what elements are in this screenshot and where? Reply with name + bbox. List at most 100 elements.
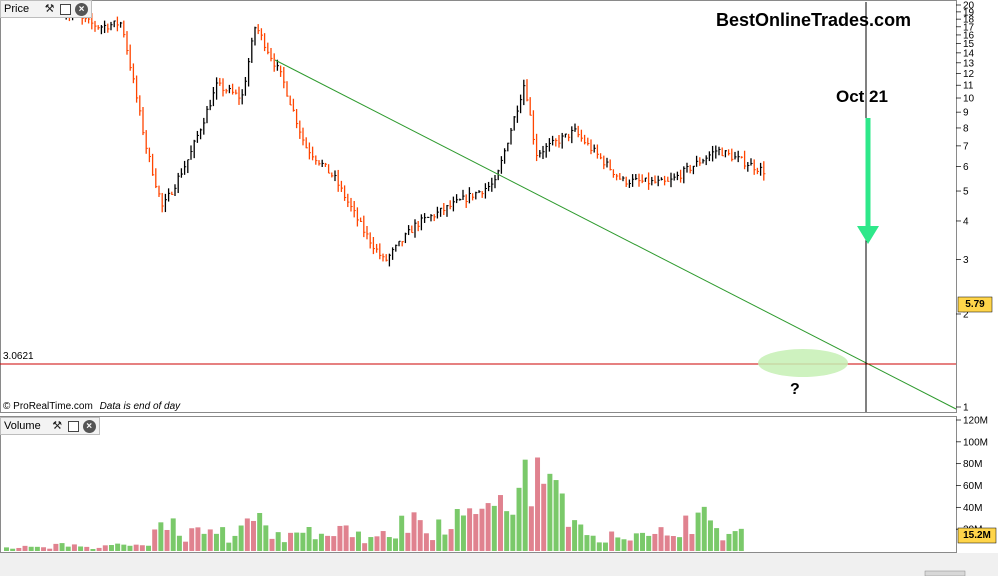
volume-bar [176, 535, 182, 551]
down-arrow-icon [857, 118, 879, 244]
volume-bar [146, 545, 151, 551]
volume-bar [244, 518, 250, 551]
volume-bar [386, 537, 392, 551]
volume-bar [121, 544, 127, 551]
volume-bar [399, 515, 405, 551]
footer-note-text: Data is end of day [99, 401, 181, 412]
price-y-tick-label: 2 [963, 309, 969, 320]
price-y-tick-label: 16 [963, 30, 975, 41]
volume-bar [430, 540, 436, 551]
volume-bar [516, 487, 522, 551]
price-y-tick-label: 18 [963, 15, 975, 26]
volume-bar [213, 533, 219, 551]
descending-trendline [274, 59, 957, 410]
price-y-tick-label: 5 [963, 187, 969, 198]
volume-bar [102, 545, 108, 551]
volume-bar [71, 544, 77, 551]
wrench-icon[interactable]: ⚒ [44, 2, 55, 15]
volume-bar [454, 509, 460, 551]
volume-y-tick-label: 60M [963, 481, 982, 492]
volume-bar [238, 525, 244, 551]
volume-bar [646, 535, 652, 551]
volume-bar [47, 548, 53, 551]
volume-bar [510, 514, 516, 551]
volume-bar [565, 526, 571, 551]
volume-bar [133, 544, 139, 551]
volume-bar [473, 514, 479, 551]
volume-bar [652, 533, 658, 551]
volume-y-tick-label: 100M [963, 437, 988, 448]
volume-bar [498, 495, 503, 551]
price-y-tick-label: 6 [963, 162, 969, 173]
wrench-icon[interactable]: ⚒ [52, 419, 63, 432]
volume-bar [411, 512, 417, 551]
volume-bar [621, 539, 627, 551]
volume-bar [41, 547, 47, 551]
volume-bars [4, 457, 744, 551]
volume-bar [281, 542, 287, 551]
volume-panel-label: Volume [4, 420, 41, 432]
volume-bar [547, 473, 553, 551]
volume-bar [10, 548, 16, 551]
volume-bar [677, 537, 683, 551]
volume-bar [479, 508, 485, 551]
volume-bar [670, 536, 676, 551]
footer-credit-text: © ProRealTime.com [3, 401, 93, 412]
scrollbar-thumb[interactable] [924, 570, 966, 576]
support-level-label: 3.0621 [3, 351, 34, 362]
volume-bar [108, 545, 114, 551]
volume-bar [251, 520, 256, 551]
volume-bar [343, 525, 349, 551]
volume-bar [362, 543, 368, 551]
volume-bar [633, 533, 639, 551]
volume-bar [528, 506, 534, 551]
volume-bar [59, 543, 65, 551]
price-y-tick-label: 19 [963, 7, 975, 18]
volume-bar [553, 480, 559, 551]
price-y-tick-label: 15 [963, 39, 975, 50]
close-icon[interactable]: × [75, 2, 89, 16]
volume-bar [164, 529, 170, 551]
volume-bar [127, 545, 133, 551]
volume-bar [34, 546, 40, 551]
question-label: ? [790, 381, 800, 398]
maximize-icon[interactable] [60, 3, 72, 15]
volume-bar [442, 534, 448, 551]
volume-bar [559, 493, 565, 551]
price-y-tick-label: 1 [963, 403, 969, 414]
price-y-tick-label: 8 [963, 123, 969, 134]
volume-bar [695, 512, 701, 551]
maximize-icon[interactable] [67, 420, 79, 432]
volume-bar [331, 536, 337, 551]
price-y-tick-label: 12 [963, 69, 975, 80]
volume-bar [405, 532, 411, 551]
volume-y-tick-label: 120M [963, 416, 988, 427]
volume-y-tick-label: 40M [963, 503, 982, 514]
last-price-tag: 5.79 [965, 299, 985, 310]
volume-bar [269, 538, 275, 551]
volume-panel-tab: Volume ⚒ × [0, 417, 100, 435]
volume-bar [683, 515, 689, 551]
volume-bar [300, 532, 306, 551]
volume-bar [28, 546, 34, 551]
price-y-tick-label: 4 [963, 216, 969, 227]
volume-bar [195, 527, 201, 551]
volume-bar [726, 533, 732, 551]
volume-bar [257, 512, 263, 551]
volume-bar [65, 546, 71, 551]
volume-bar [689, 534, 695, 551]
price-y-tick-label: 20 [963, 1, 975, 12]
price-y-tick-label: 9 [963, 108, 969, 119]
volume-bar [522, 459, 528, 551]
footer-credit: © ProRealTime.com Data is end of day [3, 401, 180, 412]
volume-bar [318, 533, 324, 551]
volume-bar [738, 528, 744, 551]
price-y-tick-label: 11 [963, 81, 974, 92]
volume-bar [349, 537, 355, 551]
volume-bar [220, 527, 226, 551]
volume-bar [16, 547, 22, 551]
price-panel-tab: Price ⚒ × [0, 0, 93, 18]
close-icon[interactable]: × [82, 419, 96, 433]
volume-bar [207, 529, 213, 551]
